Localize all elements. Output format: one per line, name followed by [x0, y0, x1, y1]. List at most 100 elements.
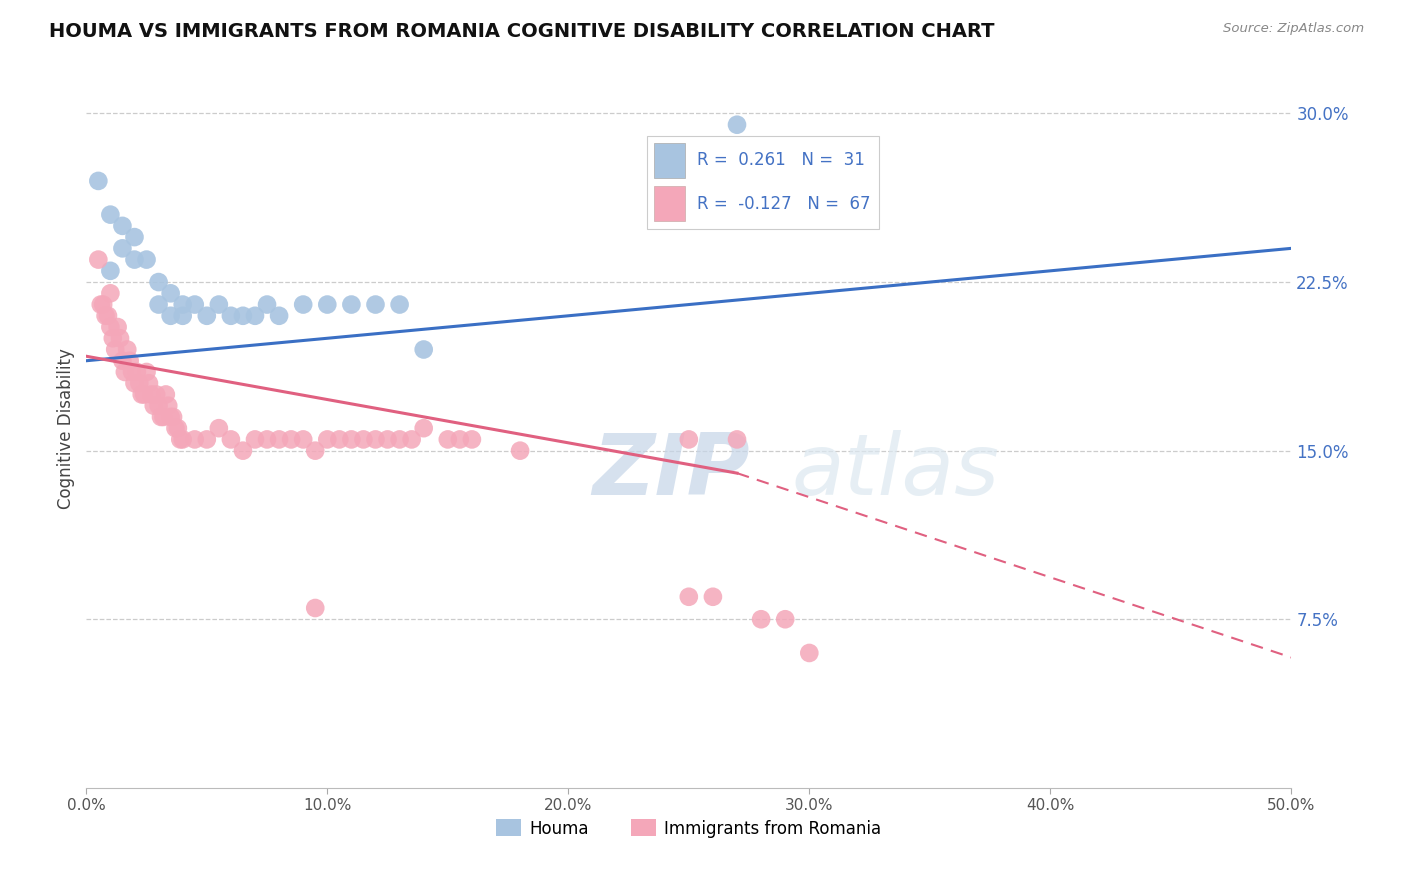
Point — [269, 433, 291, 447]
Point — [90, 297, 112, 311]
Point — [148, 399, 170, 413]
Point — [364, 297, 387, 311]
Point — [117, 343, 139, 357]
Point — [100, 264, 122, 278]
Point — [157, 399, 180, 413]
Point — [131, 387, 153, 401]
Point — [111, 241, 134, 255]
Point — [104, 343, 127, 357]
Point — [152, 409, 174, 424]
Point — [142, 399, 165, 413]
Point — [87, 174, 110, 188]
Point — [100, 286, 122, 301]
Point — [725, 118, 748, 132]
Point — [232, 309, 254, 323]
Y-axis label: Cognitive Disability: Cognitive Disability — [58, 348, 75, 508]
Point — [256, 297, 278, 311]
Point — [509, 443, 531, 458]
Point — [138, 376, 160, 391]
Point — [172, 297, 194, 311]
Point — [388, 433, 411, 447]
Point — [208, 297, 231, 311]
Point — [340, 297, 363, 311]
Point — [91, 297, 114, 311]
Point — [773, 612, 796, 626]
Text: atlas: atlas — [792, 430, 1000, 513]
Point — [134, 387, 156, 401]
Point — [243, 309, 266, 323]
Point — [388, 297, 411, 311]
Point — [436, 433, 458, 447]
Point — [280, 433, 302, 447]
Point — [150, 409, 173, 424]
Point — [195, 433, 218, 447]
Point — [118, 353, 141, 368]
Point — [155, 387, 177, 401]
Point — [100, 208, 122, 222]
Point — [232, 443, 254, 458]
Point — [799, 646, 821, 660]
Point — [114, 365, 136, 379]
Text: R =  0.261   N =  31: R = 0.261 N = 31 — [697, 152, 865, 169]
Point — [243, 433, 266, 447]
Point — [121, 365, 143, 379]
Point — [412, 421, 434, 435]
Point — [702, 590, 724, 604]
Point — [162, 409, 184, 424]
Point — [208, 421, 231, 435]
FancyBboxPatch shape — [647, 136, 879, 228]
Point — [148, 297, 170, 311]
Point — [94, 309, 117, 323]
Point — [135, 365, 157, 379]
Text: HOUMA VS IMMIGRANTS FROM ROMANIA COGNITIVE DISABILITY CORRELATION CHART: HOUMA VS IMMIGRANTS FROM ROMANIA COGNITI… — [49, 22, 994, 41]
Point — [352, 433, 374, 447]
Point — [401, 433, 423, 447]
Text: R =  -0.127   N =  67: R = -0.127 N = 67 — [697, 194, 870, 213]
Point — [412, 343, 434, 357]
Point — [100, 320, 122, 334]
Point — [159, 286, 181, 301]
Text: Source: ZipAtlas.com: Source: ZipAtlas.com — [1223, 22, 1364, 36]
Point — [377, 433, 399, 447]
Point — [725, 433, 748, 447]
Point — [148, 275, 170, 289]
Point — [316, 433, 339, 447]
Point — [184, 297, 207, 311]
Point — [364, 433, 387, 447]
Point — [159, 309, 181, 323]
Point — [269, 309, 291, 323]
Point — [219, 433, 242, 447]
Point — [145, 387, 167, 401]
Point — [316, 297, 339, 311]
Point — [108, 331, 131, 345]
Point — [125, 365, 148, 379]
Point — [184, 433, 207, 447]
Point — [111, 353, 134, 368]
Point — [107, 320, 129, 334]
Point — [292, 433, 315, 447]
Point — [167, 421, 190, 435]
Point — [678, 433, 700, 447]
Point — [169, 433, 191, 447]
Point — [141, 387, 163, 401]
Point — [124, 252, 146, 267]
Point — [172, 309, 194, 323]
Point — [111, 219, 134, 233]
Point — [749, 612, 772, 626]
FancyBboxPatch shape — [654, 144, 685, 178]
Point — [304, 443, 326, 458]
Point — [256, 433, 278, 447]
Point — [159, 409, 181, 424]
Point — [461, 433, 484, 447]
Point — [195, 309, 218, 323]
Point — [87, 252, 110, 267]
Text: ZIP: ZIP — [592, 430, 749, 513]
Point — [172, 433, 194, 447]
Point — [101, 331, 124, 345]
Point — [124, 376, 146, 391]
Legend: Houma, Immigrants from Romania: Houma, Immigrants from Romania — [489, 813, 889, 844]
Point — [219, 309, 242, 323]
Point — [165, 421, 187, 435]
Point — [292, 297, 315, 311]
Point — [678, 590, 700, 604]
